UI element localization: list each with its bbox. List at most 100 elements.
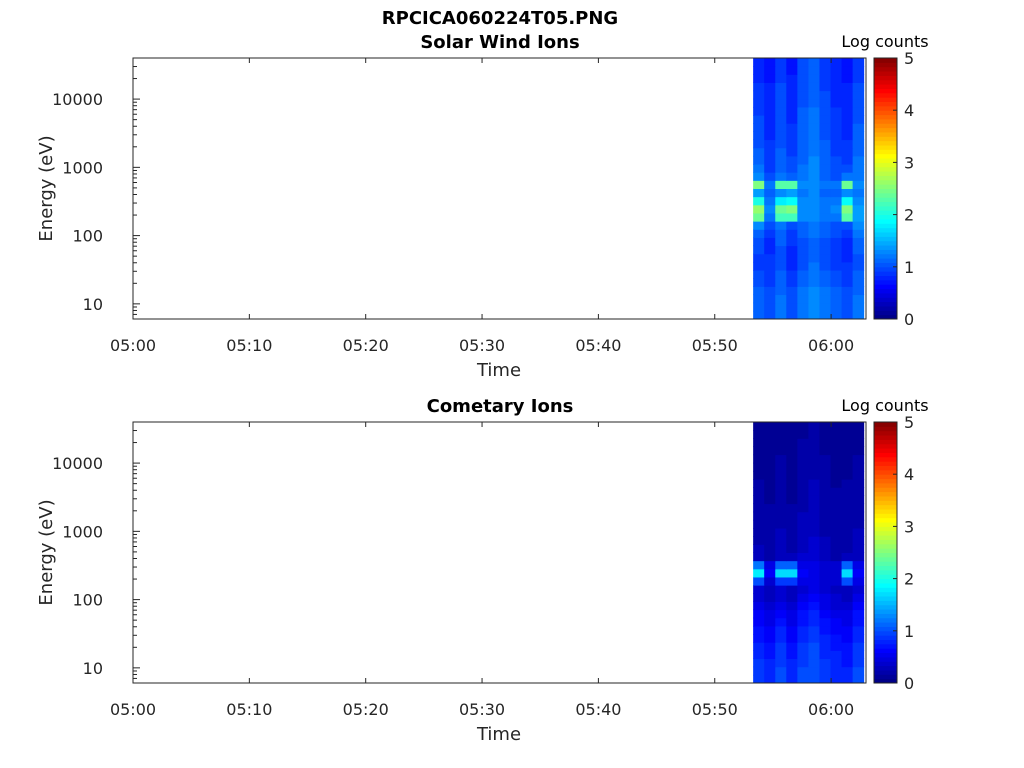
heatmap-cell: [775, 90, 787, 100]
x-tick-label: 06:00: [808, 700, 854, 719]
heatmap-cell: [830, 90, 843, 100]
heatmap-cell: [797, 188, 809, 198]
heatmap-cell: [786, 204, 798, 214]
heatmap-cell: [841, 294, 854, 304]
heatmap-cell: [841, 454, 854, 464]
heatmap-cell: [775, 625, 787, 635]
heatmap-cell: [841, 625, 854, 635]
heatmap-cell: [830, 536, 843, 545]
heatmap-cell: [786, 560, 798, 570]
heatmap-cell: [786, 422, 798, 431]
heatmap-cell: [841, 155, 854, 165]
heatmap-cell: [841, 446, 854, 456]
colorbar-segment: [874, 97, 897, 102]
heatmap-cell: [753, 270, 765, 279]
heatmap-cell: [852, 519, 865, 529]
heatmap-cell: [775, 123, 787, 132]
heatmap-cell: [764, 164, 776, 173]
colorbar-segment: [874, 652, 897, 658]
heatmap-cell: [797, 462, 809, 472]
heatmap-cell: [764, 666, 776, 676]
heatmap-cell: [808, 470, 820, 480]
heatmap-cell: [808, 164, 820, 173]
heatmap-cell: [830, 237, 843, 247]
heatmap-cell: [797, 229, 809, 238]
colorbar-segment: [874, 582, 897, 588]
heatmap-cell: [841, 462, 854, 472]
heatmap-cell: [786, 528, 798, 537]
heatmap-cell: [808, 536, 820, 545]
heatmap-cell: [808, 253, 820, 263]
heatmap-cell: [841, 617, 854, 627]
colorbar-segment: [874, 422, 897, 427]
heatmap-cell: [830, 470, 843, 480]
heatmap-cell: [786, 188, 798, 198]
heatmap-cell: [819, 188, 832, 198]
heatmap-cell: [764, 123, 776, 132]
heatmap-cell: [830, 422, 843, 431]
colorbar-segment: [874, 127, 897, 133]
heatmap-cell: [786, 286, 798, 296]
heatmap-cell: [764, 634, 776, 643]
heatmap-cell: [764, 221, 776, 230]
heatmap-cell: [819, 286, 832, 296]
heatmap-cell: [764, 462, 776, 472]
heatmap-cell: [808, 495, 820, 505]
heatmap-cell: [830, 270, 843, 279]
colorbar-segment: [874, 292, 897, 298]
heatmap-cell: [830, 666, 843, 676]
heatmap-cell: [852, 245, 865, 255]
heatmap-cell: [819, 302, 832, 312]
heatmap-cell: [808, 634, 820, 643]
heatmap-cell: [775, 519, 787, 529]
heatmap-cell: [830, 261, 843, 271]
colorbar-tick-label: 0: [904, 674, 914, 693]
heatmap-cell: [775, 585, 787, 594]
heatmap-cell: [797, 212, 809, 222]
colorbar-segment: [874, 630, 897, 636]
heatmap-cell: [819, 446, 832, 456]
heatmap-cell: [819, 560, 832, 570]
heatmap-cell: [775, 454, 787, 464]
heatmap-cell: [775, 536, 787, 545]
heatmap-cell: [830, 568, 843, 578]
x-tick-label: 05:40: [575, 700, 621, 719]
heatmap-cell: [819, 519, 832, 529]
heatmap-cell: [753, 196, 765, 206]
heatmap-cell: [808, 642, 820, 651]
y-tick-label: 1000: [62, 158, 103, 177]
heatmap-cell: [830, 479, 843, 488]
heatmap-cell: [786, 58, 798, 67]
heatmap-cell: [797, 617, 809, 627]
heatmap-cell: [841, 90, 854, 100]
x-tick-label: 05:10: [226, 336, 272, 355]
heatmap-cell: [819, 147, 832, 157]
colorbar-segment: [874, 101, 897, 107]
heatmap-cell: [852, 139, 865, 149]
heatmap-cell: [775, 438, 787, 447]
colorbar-segment: [874, 456, 897, 462]
heatmap-cell: [819, 462, 832, 472]
heatmap-cell: [753, 180, 765, 189]
heatmap-cell: [764, 495, 776, 505]
heatmap-cell: [819, 511, 832, 521]
heatmap-cell: [775, 568, 787, 578]
colorbar-segment: [874, 617, 897, 623]
heatmap-cell: [841, 666, 854, 676]
heatmap-cell: [753, 82, 765, 92]
heatmap-cell: [753, 495, 765, 505]
heatmap-cell: [775, 131, 787, 141]
heatmap-cell: [819, 98, 832, 108]
heatmap-cell: [808, 430, 820, 439]
heatmap-cell: [797, 66, 809, 75]
heatmap-cell: [808, 650, 820, 660]
heatmap-cell: [797, 115, 809, 124]
heatmap-cell: [852, 454, 865, 464]
heatmap-cell: [819, 131, 832, 141]
panel-title: Solar Wind Ions: [420, 32, 579, 53]
heatmap-cell: [764, 245, 776, 255]
colorbar-segment: [874, 145, 897, 150]
heatmap-cell: [819, 625, 832, 635]
heatmap-cell: [797, 147, 809, 157]
heatmap-cell: [841, 188, 854, 198]
